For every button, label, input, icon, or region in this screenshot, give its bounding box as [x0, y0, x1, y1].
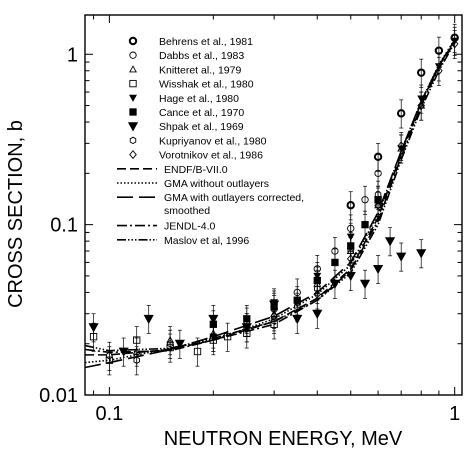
data-point: [397, 141, 405, 151]
data-point: [396, 109, 406, 118]
x-tick-label: 0.1: [95, 403, 123, 425]
data-point: [143, 314, 154, 325]
data-point: [223, 333, 232, 341]
data-point: [361, 196, 369, 204]
x-axis-title: NEUTRON ENERGY, MeV: [164, 428, 403, 450]
data-point: [270, 311, 278, 321]
data-point: [372, 264, 384, 275]
data-point: [396, 252, 407, 262]
data-point: [208, 314, 219, 325]
legend-marker: [127, 122, 139, 132]
data-point: [374, 169, 382, 177]
data-point: [243, 317, 251, 326]
data-point: [346, 201, 355, 210]
data-point: [118, 347, 129, 357]
data-point: [450, 39, 459, 49]
legend-label: Hage et al., 1980: [159, 93, 239, 105]
data-point: [435, 66, 443, 76]
data-point: [359, 279, 371, 289]
legend-marker: [129, 150, 137, 160]
data-point: [193, 347, 202, 356]
legend-marker: [129, 108, 137, 116]
evaluation-curve: [85, 39, 456, 364]
data-point: [133, 356, 140, 364]
legend-label: Vorotnikov et al., 1986: [159, 150, 263, 162]
data-point: [174, 339, 185, 349]
legend-label: Cance et al., 1970: [159, 107, 244, 119]
data-point: [133, 336, 141, 344]
data-point: [331, 258, 339, 267]
legend-label: JENDL-4.0: [164, 221, 216, 233]
x-tick-label: 1: [449, 403, 460, 425]
legend-label: Dabbs et al., 1983: [159, 50, 244, 62]
legend-marker: [129, 51, 137, 59]
data-point: [313, 289, 322, 299]
legend-label: Kupriyanov et al., 1980: [159, 135, 267, 147]
y-axis-title: CROSS SECTION, b: [5, 120, 27, 308]
data-point: [312, 309, 323, 319]
legend-label: GMA without outlayers: [164, 178, 269, 190]
legend-label: Wisshak et al., 1980: [159, 79, 254, 91]
legend-marker: [129, 79, 137, 88]
y-tick-label: 0.1: [50, 215, 78, 237]
evaluation-curve: [85, 41, 456, 354]
data-point: [346, 254, 355, 264]
plot-content: [85, 23, 459, 376]
legend-label-line: smoothed: [164, 205, 210, 217]
data-point: [210, 332, 217, 341]
data-point: [361, 220, 369, 229]
legend-label: Shpak et al., 1969: [159, 121, 244, 133]
legend: Behrens et al., 1981 Dabbs et al., 1983 Kn…: [117, 36, 304, 247]
legend-marker: [129, 65, 137, 73]
plot-area: [85, 23, 459, 376]
legend-label: GMA with outlayers corrected, smoothed: [164, 192, 304, 217]
y-tick-label: 0.01: [39, 385, 78, 407]
axes: 0.01 0.1 1 0.1 1: [39, 14, 463, 425]
data-point: [417, 68, 426, 77]
data-point: [294, 302, 301, 311]
data-point: [384, 237, 396, 247]
data-point: [416, 249, 427, 259]
legend-label: Maslov et al, 1996: [164, 235, 249, 247]
legend-label: Knitteret al., 1979: [159, 64, 241, 76]
legend-marker: [129, 136, 137, 145]
legend-label: Behrens et al., 1981: [159, 36, 253, 48]
data-point: [106, 352, 113, 360]
plot-frame: [84, 14, 463, 396]
data-point: [166, 339, 174, 348]
y-tick-label: 1: [67, 44, 78, 66]
data-point: [374, 200, 382, 210]
legend-label-line: GMA with outlayers corrected,: [164, 192, 304, 204]
data-point: [417, 101, 426, 111]
legend-marker: [129, 94, 137, 102]
data-point: [329, 279, 341, 289]
legend-label: ENDF/B-VII.0: [164, 164, 228, 176]
legend-marker: [128, 36, 138, 46]
data-point: [88, 323, 99, 333]
